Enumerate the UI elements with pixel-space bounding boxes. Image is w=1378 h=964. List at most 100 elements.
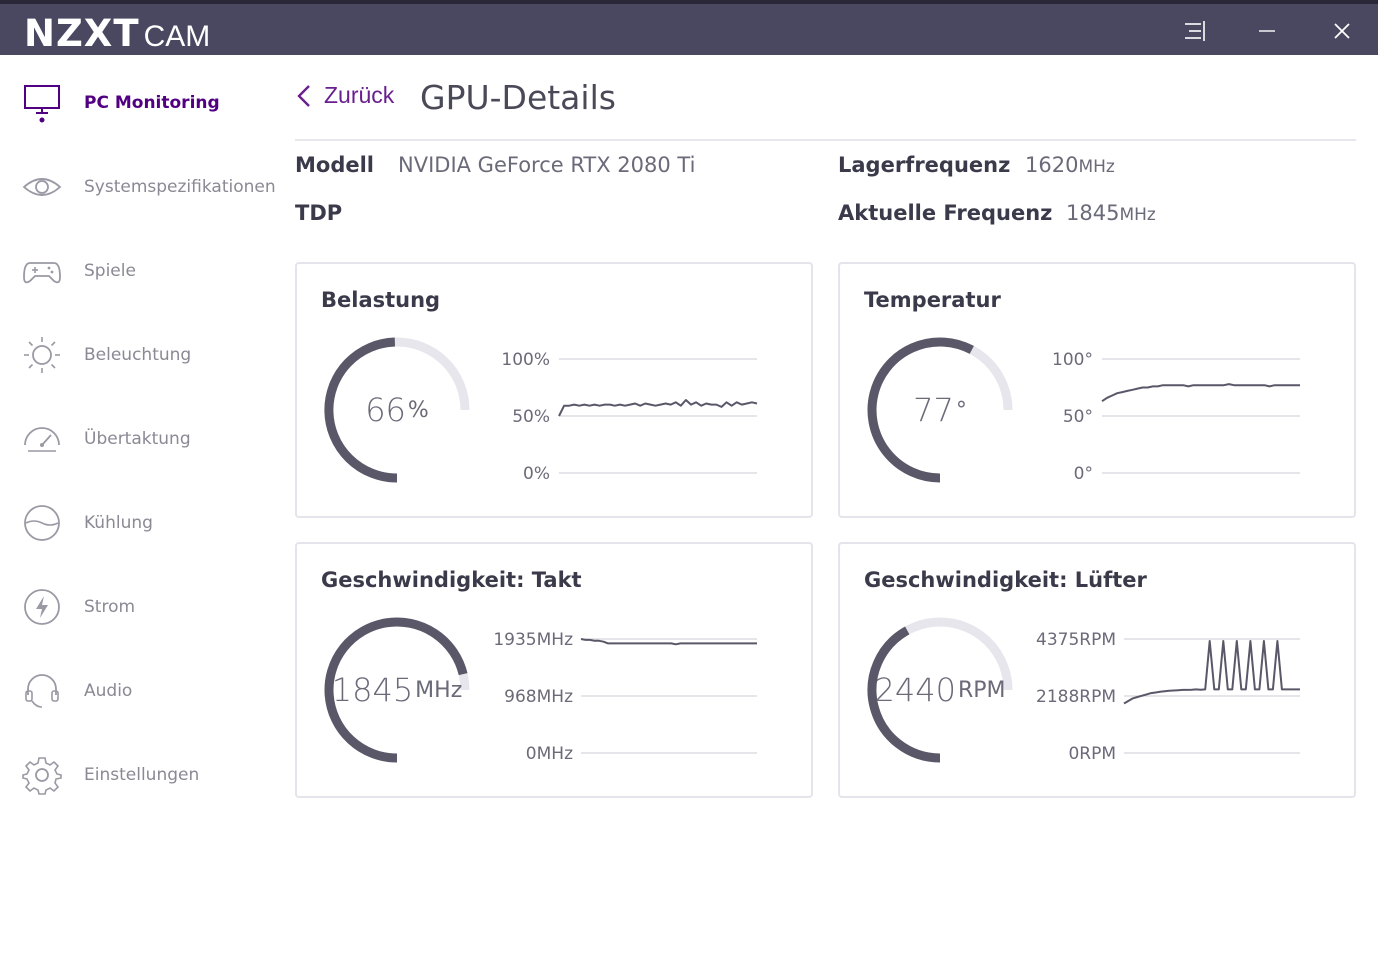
menu-icon bbox=[1185, 21, 1205, 41]
current-frequency-number: 1845 bbox=[1066, 201, 1120, 225]
logo-main: NZXT bbox=[24, 12, 140, 55]
gauge-readout: 77 ° bbox=[862, 332, 1018, 488]
gauge-ring bbox=[324, 337, 470, 483]
y-tick-label: 100% bbox=[501, 350, 550, 370]
sidebar-item-einstellungen[interactable]: Einstellungen bbox=[0, 745, 280, 805]
gauge-readout: 66% bbox=[319, 332, 475, 488]
gauge-ring bbox=[867, 337, 1013, 483]
sidebar-item-audio[interactable]: Audio bbox=[0, 661, 280, 721]
sidebar-item-label: Beleuchtung bbox=[84, 345, 192, 365]
y-tick-label: 2188RPM bbox=[1036, 687, 1116, 707]
gauge-readout: 1845 MHz bbox=[319, 612, 475, 768]
menu-button[interactable] bbox=[1174, 14, 1214, 48]
fan-card: Geschwindigkeit: Lüfter 2440 RPM 4375RPM 2… bbox=[838, 542, 1356, 798]
gauge-ring bbox=[324, 617, 470, 763]
base-frequency-value: 1620MHz bbox=[1025, 153, 1115, 177]
gauge-readout: 2440 RPM bbox=[862, 612, 1018, 768]
series-line bbox=[1123, 640, 1300, 705]
current-frequency-value: 1845MHz bbox=[1066, 201, 1156, 225]
temperature-gauge: 77 ° bbox=[862, 332, 1018, 488]
card-title: Temperatur bbox=[864, 288, 1001, 312]
current-frequency-label: Aktuelle Frequenz bbox=[838, 201, 1053, 225]
sidebar-item-label: PC Monitoring bbox=[84, 93, 220, 113]
app-logo: NZXT CAM bbox=[24, 12, 210, 55]
clock-card: Geschwindigkeit: Takt 1845 MHz 1935MHz 968… bbox=[295, 542, 813, 798]
load-card: Belastung 66% 100% 50% 0% bbox=[295, 262, 813, 518]
card-title: Geschwindigkeit: Lüfter bbox=[864, 568, 1147, 592]
y-tick-label: 4375RPM bbox=[1036, 630, 1116, 650]
sidebar-item-kuehlung[interactable]: Kühlung bbox=[0, 493, 280, 553]
monitor-icon bbox=[22, 83, 62, 123]
gamepad-icon bbox=[22, 251, 62, 291]
sidebar-item-label: Übertaktung bbox=[84, 429, 191, 449]
y-tick-label: 0% bbox=[523, 464, 550, 484]
model-label: Modell bbox=[295, 153, 374, 177]
close-icon bbox=[1334, 23, 1350, 39]
gauge-unit: % bbox=[407, 397, 429, 423]
gauge-value: 1845 bbox=[331, 671, 414, 709]
y-tick-label: 50% bbox=[512, 407, 550, 427]
y-tick-label: 1935MHz bbox=[493, 630, 573, 650]
y-tick-label: 0MHz bbox=[526, 744, 573, 764]
current-frequency-unit: MHz bbox=[1119, 205, 1156, 225]
card-title: Geschwindigkeit: Takt bbox=[321, 568, 582, 592]
temperature-card: Temperatur 77 ° 100° 50° 0° bbox=[838, 262, 1356, 518]
y-tick-label: 968MHz bbox=[504, 687, 573, 707]
gauge-unit: RPM bbox=[957, 677, 1006, 703]
divider bbox=[295, 139, 1356, 141]
gauge-unit: MHz bbox=[415, 677, 463, 703]
sidebar-item-label: Kühlung bbox=[84, 513, 153, 533]
gauge-fill bbox=[324, 337, 398, 483]
load-gauge: 66% bbox=[319, 332, 475, 488]
gauge-fill bbox=[867, 337, 974, 483]
liquid-icon bbox=[22, 503, 62, 543]
eye-icon bbox=[22, 167, 62, 207]
page-title: GPU-Details bbox=[420, 78, 616, 117]
headset-icon bbox=[22, 671, 62, 711]
back-button[interactable]: Zurück bbox=[296, 82, 394, 109]
y-tick-label: 0° bbox=[1074, 464, 1093, 484]
fan-gauge: 2440 RPM bbox=[862, 612, 1018, 768]
series-line bbox=[580, 638, 757, 646]
sidebar-item-pc-monitoring[interactable]: PC Monitoring bbox=[0, 73, 280, 133]
gauge-value: 2440 bbox=[874, 671, 956, 709]
gauge-fill bbox=[867, 626, 941, 763]
load-chart: 100% 50% 0% bbox=[501, 350, 758, 484]
logo-sub: CAM bbox=[143, 20, 211, 53]
gear-icon bbox=[22, 755, 62, 795]
series-line bbox=[558, 399, 758, 417]
sidebar: PC Monitoring Systemspezifikationen Spie… bbox=[0, 55, 280, 964]
chevron-left-icon bbox=[297, 84, 310, 107]
sidebar-item-label: Spiele bbox=[84, 261, 136, 281]
speedometer-icon bbox=[22, 419, 62, 459]
close-button[interactable] bbox=[1322, 14, 1362, 48]
y-tick-label: 50° bbox=[1063, 407, 1093, 427]
model-value: NVIDIA GeForce RTX 2080 Ti bbox=[398, 153, 696, 177]
tdp-label: TDP bbox=[295, 201, 343, 225]
gauge-ring bbox=[867, 617, 1013, 763]
base-frequency-label: Lagerfrequenz bbox=[838, 153, 1011, 177]
sidebar-item-spiele[interactable]: Spiele bbox=[0, 241, 280, 301]
y-tick-label: 0RPM bbox=[1068, 744, 1116, 764]
gauge-unit: ° bbox=[955, 397, 967, 423]
sun-icon bbox=[22, 335, 62, 375]
card-title: Belastung bbox=[321, 288, 441, 312]
temperature-chart: 100° 50° 0° bbox=[1052, 350, 1300, 484]
gauge-value: 66 bbox=[365, 391, 406, 429]
sidebar-item-label: Audio bbox=[84, 681, 133, 701]
sidebar-item-strom[interactable]: Strom bbox=[0, 577, 280, 637]
back-label: Zurück bbox=[324, 82, 395, 108]
minimize-button[interactable] bbox=[1247, 14, 1287, 48]
minimize-icon bbox=[1259, 30, 1275, 32]
base-frequency-number: 1620 bbox=[1025, 153, 1079, 177]
gauge-value: 77 bbox=[913, 391, 954, 429]
title-bar: NZXT CAM bbox=[0, 0, 1378, 55]
sidebar-item-label: Strom bbox=[84, 597, 136, 617]
sidebar-item-systemspezifikationen[interactable]: Systemspezifikationen bbox=[0, 157, 280, 217]
lightning-icon bbox=[22, 587, 62, 627]
sidebar-item-beleuchtung[interactable]: Beleuchtung bbox=[0, 325, 280, 385]
clock-chart: 1935MHz 968MHz 0MHz bbox=[493, 630, 757, 764]
sidebar-item-uebertaktung[interactable]: Übertaktung bbox=[0, 409, 280, 469]
clock-gauge: 1845 MHz bbox=[319, 612, 475, 768]
y-tick-label: 100° bbox=[1052, 350, 1093, 370]
